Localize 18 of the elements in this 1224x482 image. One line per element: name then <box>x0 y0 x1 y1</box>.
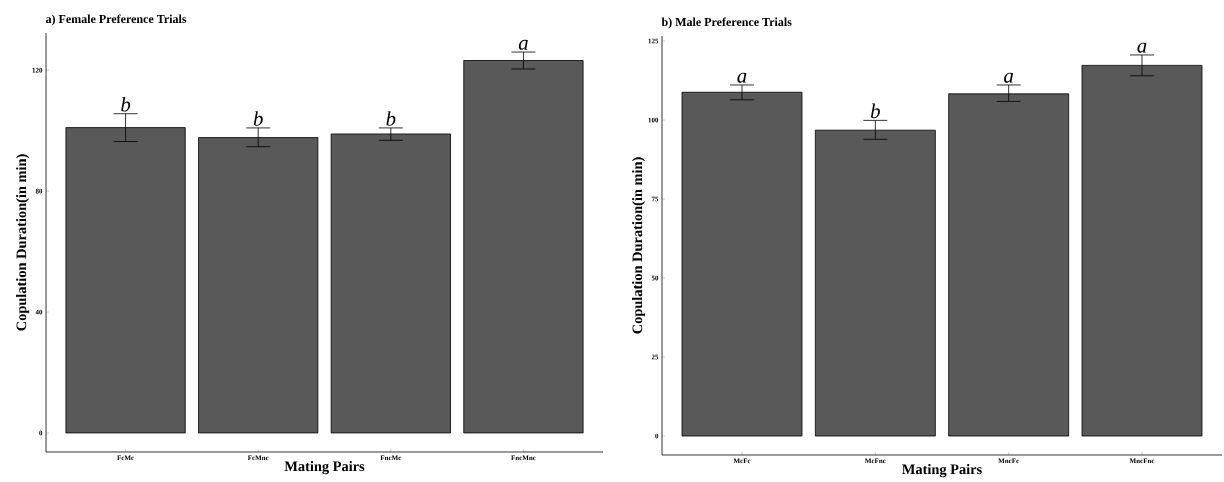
x-axis-title: Mating Pairs <box>902 464 982 478</box>
annotation: b <box>121 96 131 112</box>
y-axis-title: Copulation Duration(in min) <box>632 157 646 334</box>
bar <box>1081 64 1203 437</box>
annotation: a <box>1137 42 1147 53</box>
bar <box>330 133 451 434</box>
annotation: a <box>1004 72 1014 83</box>
annotation: b <box>253 111 263 126</box>
chart-title: a) Female Preference Trials <box>45 14 187 26</box>
annotation: b <box>870 103 880 119</box>
chart-title: b) Male Preference Trials <box>661 17 792 29</box>
annotation: a <box>518 39 528 50</box>
annotation: a <box>737 72 747 83</box>
bar <box>814 129 936 437</box>
x-axis-title: Mating Pairs <box>284 461 365 475</box>
annotation: b <box>386 111 396 126</box>
bar <box>681 91 803 437</box>
y-axis-title: Copulation Duration(in min) <box>16 154 30 331</box>
